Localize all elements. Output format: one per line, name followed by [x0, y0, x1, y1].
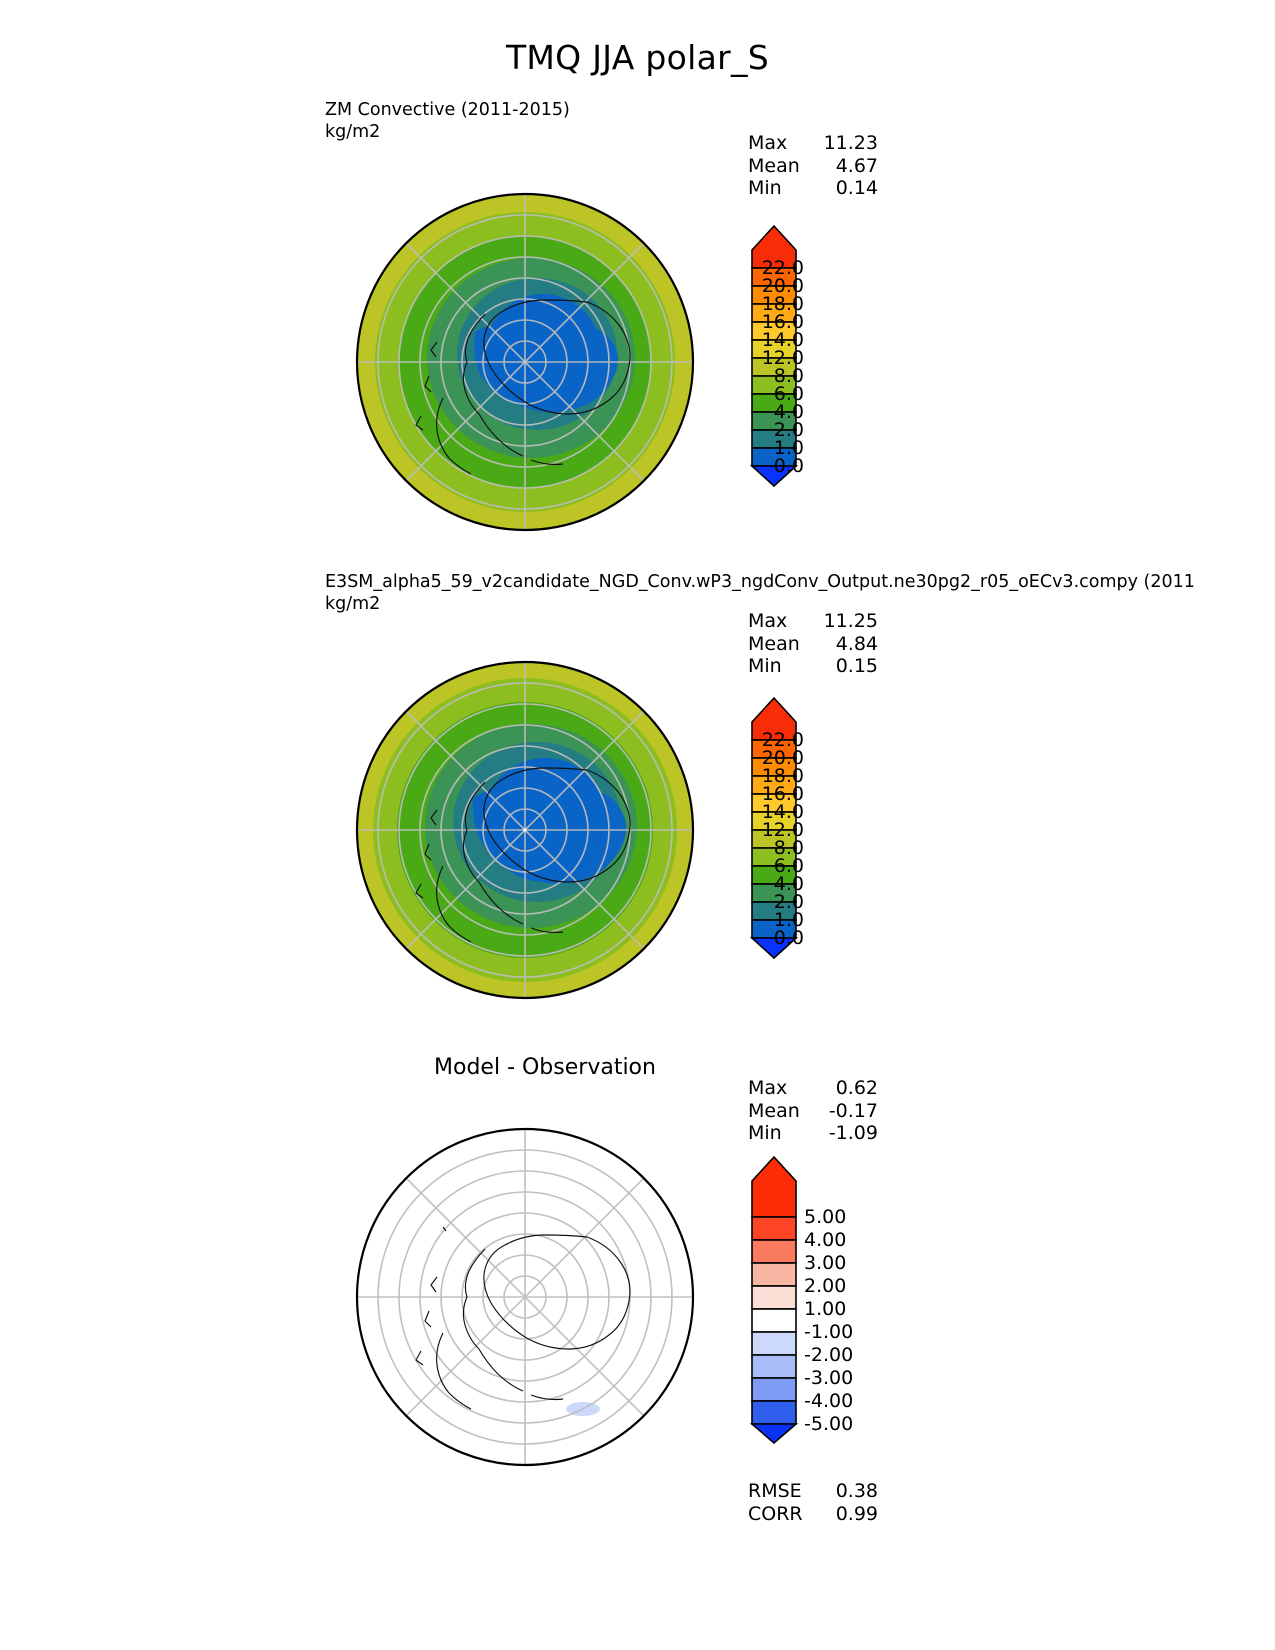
- stat-label: Min: [748, 177, 782, 199]
- stat-label: Min: [748, 655, 782, 677]
- colorbar-tick: 5.00: [804, 1206, 847, 1228]
- colorbar-tick: -1.00: [804, 1321, 854, 1343]
- colorbar-tick: 6.0: [773, 383, 804, 405]
- colorbar-tick: -2.00: [804, 1344, 854, 1366]
- colorbar-tick: -3.00: [804, 1367, 854, 1389]
- stats-block: Max 11.25 Mean 4.84 Min 0.15: [748, 610, 878, 678]
- colorbar-tick: 20.0: [761, 275, 804, 297]
- stat-value: 0.14: [835, 177, 878, 199]
- stat-label: Max: [748, 132, 788, 154]
- colorbar-swatches: [749, 224, 799, 488]
- colorbar-tick: 2.0: [773, 419, 804, 441]
- stat-value: 11.23: [823, 132, 878, 154]
- stat-row: Max 11.23: [748, 132, 878, 155]
- stat-value: 4.67: [835, 154, 878, 177]
- stat-row: Mean -0.17: [748, 1100, 878, 1123]
- panel-title: ZM Convective (2011-2015): [325, 100, 570, 120]
- polar-map-observation: [325, 162, 725, 562]
- stat-row: Min 0.15: [748, 655, 878, 678]
- colorbar-tick: 20.0: [761, 747, 804, 769]
- colorbar-tick: 4.00: [804, 1229, 847, 1251]
- stat-row: Max 11.25: [748, 610, 878, 633]
- colorbar-tick: 8.0: [773, 837, 804, 859]
- colorbar-tick: 14.0: [761, 801, 804, 823]
- colorbar-tick: 3.00: [804, 1252, 847, 1274]
- footer-stat-value: 0.99: [835, 1502, 878, 1525]
- footer-stats-block: RMSE 0.38 CORR 0.99: [748, 1480, 878, 1525]
- colorbar-tick: 16.0: [761, 783, 804, 805]
- colorbar-tick: 2.00: [804, 1275, 847, 1297]
- stat-value: 0.62: [835, 1077, 878, 1099]
- colorbar-tick: 1.0: [773, 909, 804, 931]
- stat-value: 4.84: [835, 632, 878, 655]
- colorbar-tick: 4.0: [773, 873, 804, 895]
- polar-map-difference: [325, 1097, 725, 1497]
- colorbar-tick: 6.0: [773, 855, 804, 877]
- stat-value: -0.17: [828, 1099, 878, 1122]
- colorbar-tick: 22.0: [761, 257, 804, 279]
- colorbar-tick: 2.0: [773, 891, 804, 913]
- footer-stat-row: RMSE 0.38: [748, 1480, 878, 1503]
- footer-stat-label: CORR: [748, 1502, 803, 1525]
- colorbar-tick: 1.00: [804, 1298, 847, 1320]
- stat-label: Mean: [748, 1099, 800, 1122]
- colorbar-tick: 18.0: [761, 293, 804, 315]
- colorbar-tick: 16.0: [761, 311, 804, 333]
- colorbar-tick: -5.00: [804, 1413, 854, 1435]
- stat-row: Max 0.62: [748, 1077, 878, 1100]
- colorbar-tick: 0.0: [773, 455, 804, 477]
- stat-row: Min -1.09: [748, 1122, 878, 1145]
- colorbar-tick: 8.0: [773, 365, 804, 387]
- colorbar-tick: 12.0: [761, 347, 804, 369]
- footer-stat-row: CORR 0.99: [748, 1503, 878, 1526]
- footer-stat-label: RMSE: [748, 1480, 802, 1502]
- footer-stat-value: 0.38: [835, 1480, 878, 1502]
- colorbar-tick: 0.0: [773, 927, 804, 949]
- colorbar-tick: 22.0: [761, 729, 804, 751]
- stat-row: Min 0.14: [748, 177, 878, 200]
- panel-units: kg/m2: [325, 594, 381, 614]
- polar-map-model: [325, 630, 725, 1030]
- colorbar-tick: 1.0: [773, 437, 804, 459]
- stat-label: Min: [748, 1122, 782, 1144]
- colorbar-swatches: [749, 696, 799, 960]
- figure-title: TMQ JJA polar_S: [505, 38, 770, 77]
- stats-block: Max 0.62 Mean -0.17 Min -1.09: [748, 1077, 878, 1145]
- colorbar-swatches: [749, 1155, 799, 1445]
- stat-label: Max: [748, 1077, 788, 1099]
- stat-label: Mean: [748, 632, 800, 655]
- colorbar-tick: 18.0: [761, 765, 804, 787]
- stat-row: Mean 4.67: [748, 155, 878, 178]
- stat-label: Mean: [748, 154, 800, 177]
- stat-label: Max: [748, 610, 788, 632]
- stat-value: 11.25: [823, 610, 878, 632]
- panel-units: kg/m2: [325, 122, 381, 142]
- stat-value: 0.15: [835, 655, 878, 677]
- colorbar-tick: 4.0: [773, 401, 804, 423]
- stat-row: Mean 4.84: [748, 633, 878, 656]
- colorbar-tick: -4.00: [804, 1390, 854, 1412]
- colorbar-tick: 12.0: [761, 819, 804, 841]
- stat-value: -1.09: [828, 1122, 878, 1144]
- colorbar-tick: 14.0: [761, 329, 804, 351]
- panel-title: E3SM_alpha5_59_v2candidate_NGD_Conv.wP3_…: [325, 572, 1195, 592]
- stats-block: Max 11.23 Mean 4.67 Min 0.14: [748, 132, 878, 200]
- panel-title: Model - Observation: [434, 1055, 656, 1080]
